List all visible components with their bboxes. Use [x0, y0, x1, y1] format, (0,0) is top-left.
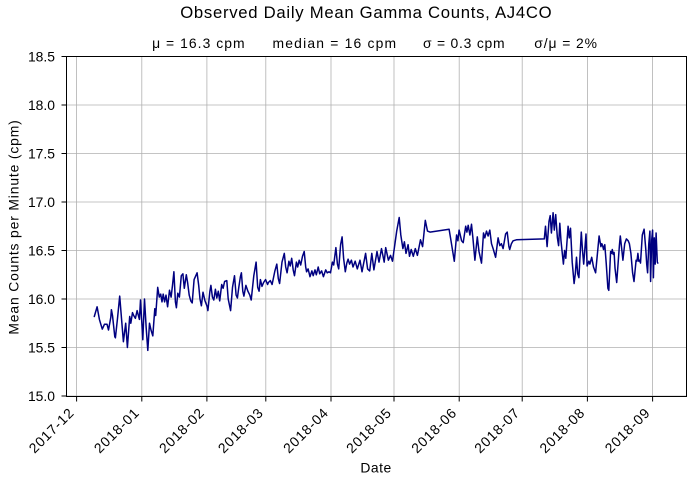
svg-text:16.0: 16.0 — [28, 291, 55, 307]
svg-text:15.0: 15.0 — [28, 388, 55, 404]
svg-text:Mean Counts per Minute (cpm): Mean Counts per Minute (cpm) — [6, 119, 22, 334]
svg-text:median = 16 cpm: median = 16 cpm — [273, 35, 398, 51]
svg-text:σ/μ = 2%: σ/μ = 2% — [534, 35, 598, 51]
svg-text:16.5: 16.5 — [28, 242, 55, 258]
svg-text:17.5: 17.5 — [28, 145, 55, 161]
svg-text:15.5: 15.5 — [28, 339, 55, 355]
svg-text:18.5: 18.5 — [28, 48, 55, 64]
svg-text:σ = 0.3 cpm: σ = 0.3 cpm — [423, 35, 505, 51]
svg-text:Date: Date — [360, 460, 391, 476]
svg-text:Observed Daily Mean Gamma Coun: Observed Daily Mean Gamma Counts, AJ4CO — [180, 3, 552, 22]
svg-text:μ = 16.3 cpm: μ = 16.3 cpm — [152, 35, 246, 51]
svg-text:18.0: 18.0 — [28, 97, 55, 113]
svg-text:17.0: 17.0 — [28, 194, 55, 210]
